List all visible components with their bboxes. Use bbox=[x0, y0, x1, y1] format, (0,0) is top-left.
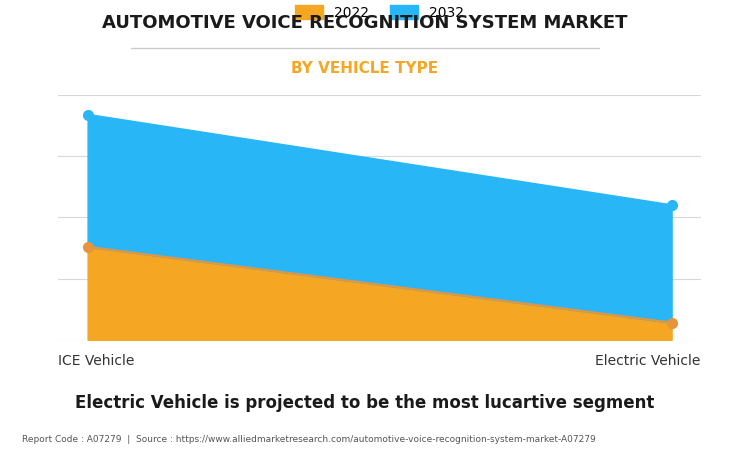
Text: AUTOMOTIVE VOICE RECOGNITION SYSTEM MARKET: AUTOMOTIVE VOICE RECOGNITION SYSTEM MARK… bbox=[102, 14, 628, 32]
Legend: 2022, 2032: 2022, 2032 bbox=[290, 0, 469, 25]
Text: Report Code : A07279  |  Source : https://www.alliedmarketresearch.com/automotiv: Report Code : A07279 | Source : https://… bbox=[22, 435, 596, 444]
Text: Electric Vehicle: Electric Vehicle bbox=[596, 354, 701, 368]
Text: Electric Vehicle is projected to be the most lucartive segment: Electric Vehicle is projected to be the … bbox=[75, 394, 655, 412]
Text: BY VEHICLE TYPE: BY VEHICLE TYPE bbox=[291, 61, 439, 76]
Text: ICE Vehicle: ICE Vehicle bbox=[58, 354, 135, 368]
